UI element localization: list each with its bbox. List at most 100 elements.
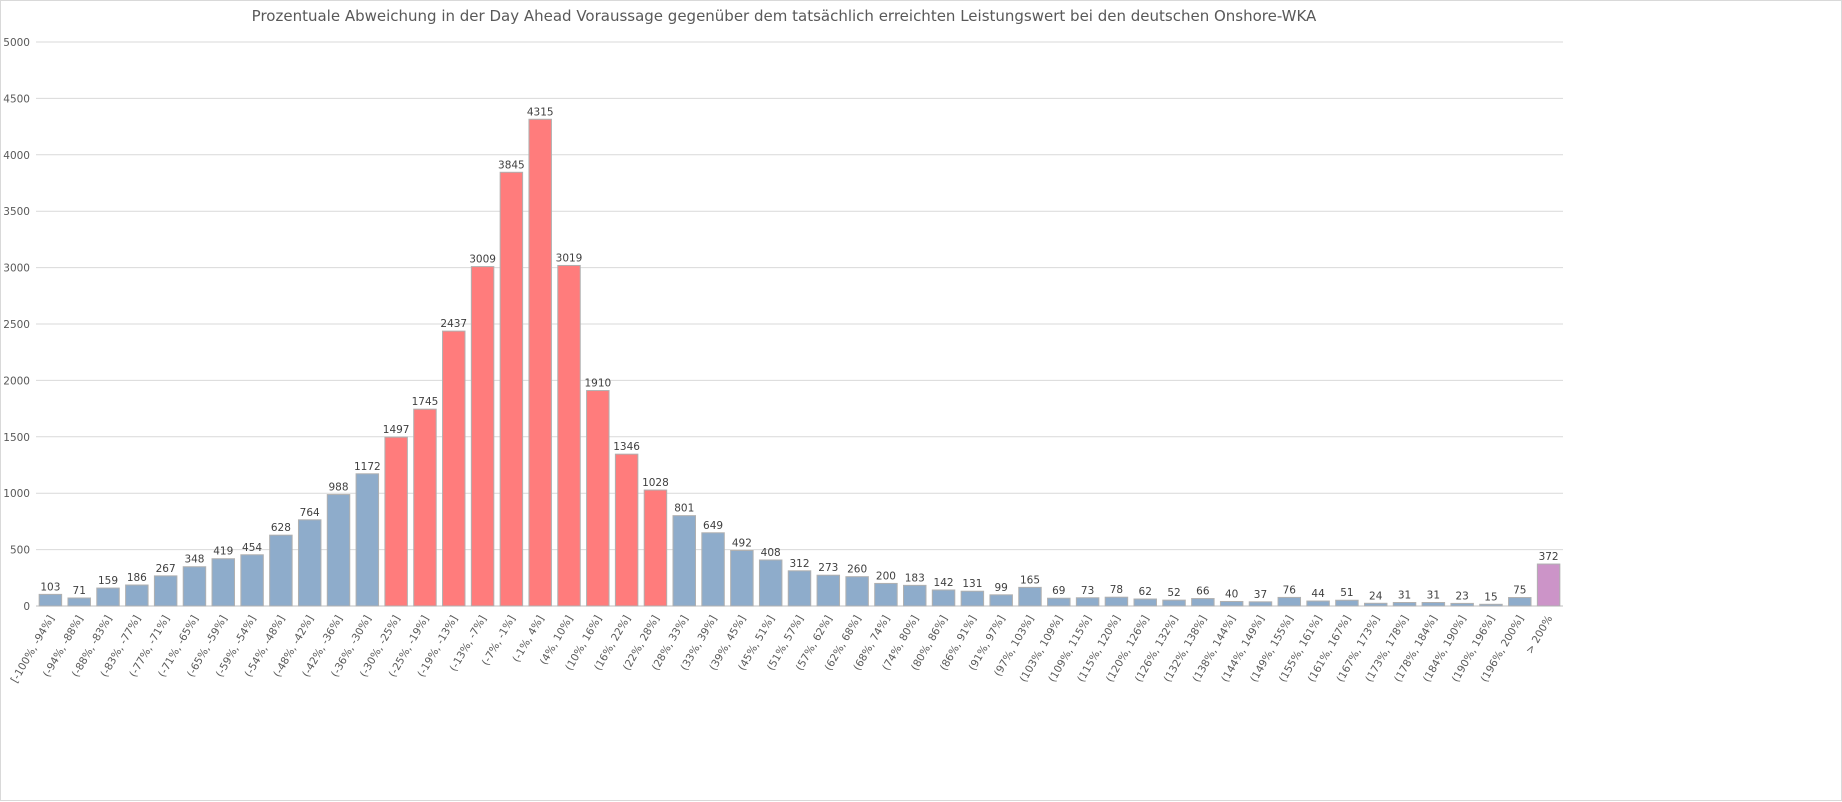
bar — [643, 489, 668, 607]
data-label: 37 — [1254, 589, 1267, 601]
bar — [125, 584, 149, 607]
y-tick-label: 2500 — [3, 319, 30, 331]
data-label: 1028 — [642, 477, 669, 489]
bar — [758, 559, 783, 607]
bar — [1421, 602, 1446, 607]
data-label: 15 — [1484, 591, 1497, 603]
data-label: 62 — [1139, 586, 1152, 598]
data-label: 273 — [818, 562, 838, 574]
data-label: 66 — [1196, 586, 1210, 598]
bar — [787, 570, 812, 607]
data-label: 419 — [213, 546, 233, 558]
bar — [1191, 598, 1215, 607]
data-label: 51 — [1340, 587, 1353, 599]
bar — [960, 590, 985, 607]
data-label: 628 — [271, 522, 291, 534]
bar — [240, 554, 264, 607]
bar — [1450, 602, 1474, 607]
bar — [1219, 600, 1244, 607]
y-tick-label: 1000 — [3, 488, 30, 500]
data-label: 1745 — [412, 396, 439, 408]
data-label: 3019 — [556, 252, 583, 264]
data-label: 183 — [905, 572, 925, 584]
data-label: 454 — [242, 542, 262, 554]
data-label: 372 — [1539, 551, 1559, 563]
data-label: 200 — [876, 570, 896, 582]
data-label: 2437 — [440, 318, 467, 330]
bar — [931, 589, 956, 607]
data-label: 23 — [1455, 590, 1468, 602]
bar — [153, 575, 178, 607]
data-label: 40 — [1225, 588, 1238, 600]
bar — [1133, 598, 1157, 607]
data-label: 260 — [847, 564, 867, 576]
bar — [384, 436, 408, 607]
y-tick-label: 500 — [10, 545, 30, 557]
bar — [413, 408, 437, 607]
y-tick-label: 4000 — [3, 150, 30, 162]
bar — [269, 534, 293, 607]
y-tick-label: 2000 — [3, 375, 30, 387]
bar — [297, 519, 322, 607]
bar — [67, 597, 91, 607]
bar — [355, 473, 380, 607]
bar — [586, 390, 610, 607]
data-label: 31 — [1398, 590, 1411, 602]
bar — [1536, 563, 1561, 607]
data-label: 1346 — [613, 441, 640, 453]
chart-title: Prozentuale Abweichung in der Day Ahead … — [251, 7, 1317, 25]
data-label: 73 — [1081, 585, 1094, 597]
data-label: 3845 — [498, 159, 525, 171]
bar — [903, 584, 927, 607]
bar — [1306, 600, 1330, 607]
bar — [989, 594, 1013, 607]
y-tick-label: 1500 — [3, 432, 30, 444]
data-label: 76 — [1283, 584, 1297, 596]
bar — [1018, 586, 1042, 607]
data-label: 649 — [703, 520, 723, 532]
y-tick-label: 3500 — [3, 206, 30, 218]
data-label: 1910 — [584, 378, 611, 390]
data-label: 267 — [156, 563, 176, 575]
data-label: 348 — [184, 554, 204, 566]
y-tick-label: 5000 — [3, 37, 30, 49]
bar — [499, 171, 524, 607]
bar — [470, 266, 495, 607]
bar — [1104, 596, 1129, 607]
data-label: 78 — [1110, 584, 1123, 596]
y-tick-label: 4500 — [3, 93, 30, 105]
data-label: 142 — [934, 577, 954, 589]
data-label: 801 — [674, 503, 694, 515]
data-label: 69 — [1052, 585, 1065, 597]
data-label: 44 — [1311, 588, 1325, 600]
bar — [730, 550, 754, 607]
bar — [816, 574, 841, 607]
x-tick-label: > 200% — [1524, 613, 1555, 656]
bar — [1335, 599, 1359, 607]
data-label: 24 — [1369, 590, 1383, 602]
data-label: 764 — [300, 507, 320, 519]
data-label: 408 — [761, 547, 781, 559]
data-label: 52 — [1167, 587, 1180, 599]
bar — [211, 558, 236, 607]
y-tick-label: 0 — [23, 601, 30, 613]
data-label: 492 — [732, 538, 752, 550]
bar — [528, 118, 552, 607]
bar — [701, 532, 725, 607]
bar — [1277, 596, 1302, 607]
data-label: 103 — [40, 581, 60, 593]
bar — [96, 587, 120, 607]
bar — [874, 582, 898, 607]
bar — [442, 330, 466, 607]
bar — [1162, 599, 1186, 607]
bar — [1508, 597, 1532, 607]
bar — [1075, 597, 1100, 607]
data-label: 1497 — [383, 424, 410, 436]
data-label: 75 — [1513, 585, 1526, 597]
bar — [326, 494, 351, 607]
bar — [182, 566, 207, 607]
bar — [1479, 603, 1503, 607]
data-label: 165 — [1020, 574, 1040, 586]
